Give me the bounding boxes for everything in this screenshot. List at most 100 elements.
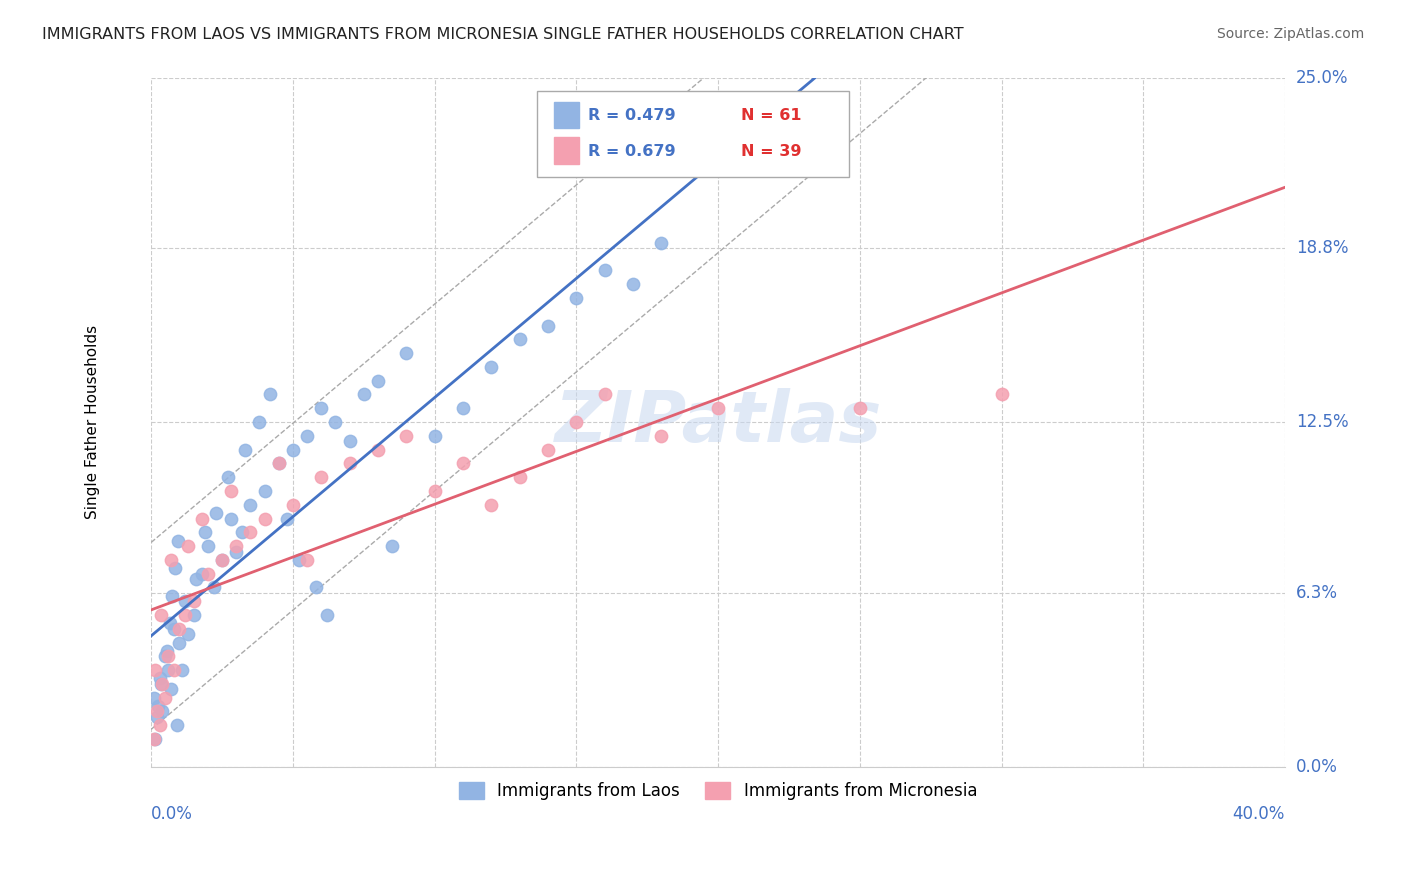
Point bbox=[157, 649, 180, 664]
Point bbox=[145, 663, 167, 677]
Point bbox=[295, 429, 318, 443]
Point bbox=[165, 561, 187, 575]
Point bbox=[177, 627, 200, 641]
Point bbox=[149, 672, 172, 686]
Point bbox=[152, 705, 174, 719]
Point bbox=[159, 616, 181, 631]
Point bbox=[565, 291, 588, 305]
Point bbox=[451, 457, 474, 471]
Point bbox=[205, 506, 228, 520]
Text: 25.0%: 25.0% bbox=[1296, 69, 1348, 87]
Point bbox=[650, 235, 672, 250]
Point bbox=[160, 682, 183, 697]
Point bbox=[593, 387, 616, 401]
Point bbox=[509, 332, 531, 346]
Point bbox=[423, 483, 446, 498]
Point bbox=[395, 346, 418, 360]
Point bbox=[160, 553, 183, 567]
Point bbox=[167, 533, 190, 548]
Point bbox=[152, 677, 174, 691]
Point bbox=[225, 539, 247, 553]
Point bbox=[451, 401, 474, 416]
Point bbox=[174, 607, 197, 622]
Point bbox=[849, 401, 872, 416]
Point bbox=[423, 429, 446, 443]
Point bbox=[593, 263, 616, 277]
Point bbox=[309, 401, 332, 416]
Point bbox=[395, 429, 418, 443]
Point bbox=[225, 544, 247, 558]
Point bbox=[281, 498, 304, 512]
Point bbox=[276, 511, 298, 525]
Bar bbox=[554, 102, 579, 128]
Point bbox=[183, 594, 205, 608]
Text: 12.5%: 12.5% bbox=[1296, 413, 1348, 431]
Point bbox=[174, 594, 197, 608]
Point bbox=[177, 539, 200, 553]
Point bbox=[217, 470, 239, 484]
Point bbox=[537, 318, 560, 333]
Point bbox=[339, 434, 361, 449]
Point bbox=[990, 387, 1012, 401]
Point bbox=[145, 732, 167, 747]
Point bbox=[191, 566, 214, 581]
Point bbox=[143, 690, 166, 705]
Point bbox=[381, 539, 404, 553]
Point bbox=[253, 511, 276, 525]
Point bbox=[304, 581, 326, 595]
Point bbox=[259, 387, 281, 401]
Point bbox=[253, 483, 276, 498]
Point bbox=[197, 566, 219, 581]
Point bbox=[150, 607, 173, 622]
Point bbox=[162, 589, 184, 603]
Bar bbox=[554, 137, 579, 163]
Point bbox=[479, 498, 502, 512]
Point bbox=[287, 553, 309, 567]
Point bbox=[316, 607, 339, 622]
Text: 0.0%: 0.0% bbox=[150, 805, 193, 823]
Point bbox=[537, 442, 560, 457]
Point bbox=[239, 498, 262, 512]
Point bbox=[707, 401, 730, 416]
Point bbox=[146, 705, 169, 719]
Point bbox=[172, 663, 194, 677]
Text: R = 0.479: R = 0.479 bbox=[588, 108, 675, 123]
Point bbox=[155, 649, 177, 664]
Point bbox=[202, 581, 225, 595]
Point bbox=[146, 710, 169, 724]
Point bbox=[155, 690, 177, 705]
Point bbox=[148, 698, 170, 713]
Point bbox=[163, 622, 186, 636]
Point bbox=[339, 457, 361, 471]
Point bbox=[149, 718, 172, 732]
Point bbox=[219, 511, 242, 525]
Point bbox=[509, 470, 531, 484]
Point bbox=[353, 387, 375, 401]
Text: N = 39: N = 39 bbox=[741, 144, 801, 159]
Text: IMMIGRANTS FROM LAOS VS IMMIGRANTS FROM MICRONESIA SINGLE FATHER HOUSEHOLDS CORR: IMMIGRANTS FROM LAOS VS IMMIGRANTS FROM … bbox=[42, 27, 963, 42]
FancyBboxPatch shape bbox=[537, 91, 848, 178]
Point bbox=[367, 374, 389, 388]
Text: Single Father Households: Single Father Households bbox=[86, 325, 100, 519]
Point bbox=[267, 457, 290, 471]
Point bbox=[367, 442, 389, 457]
Point bbox=[233, 442, 256, 457]
Point bbox=[191, 511, 214, 525]
Text: ZIPatlas: ZIPatlas bbox=[554, 387, 882, 457]
Point bbox=[157, 663, 180, 677]
Legend: Immigrants from Laos, Immigrants from Micronesia: Immigrants from Laos, Immigrants from Mi… bbox=[453, 775, 984, 806]
Point bbox=[197, 539, 219, 553]
Text: 6.3%: 6.3% bbox=[1296, 584, 1339, 602]
Point bbox=[166, 718, 188, 732]
Point bbox=[479, 359, 502, 374]
Point bbox=[156, 644, 179, 658]
Point bbox=[183, 607, 205, 622]
Point bbox=[169, 622, 191, 636]
Point bbox=[621, 277, 644, 292]
Point bbox=[143, 732, 166, 747]
Point bbox=[163, 663, 186, 677]
Point bbox=[211, 553, 233, 567]
Point bbox=[295, 553, 318, 567]
Text: N = 61: N = 61 bbox=[741, 108, 801, 123]
Text: R = 0.679: R = 0.679 bbox=[588, 144, 675, 159]
